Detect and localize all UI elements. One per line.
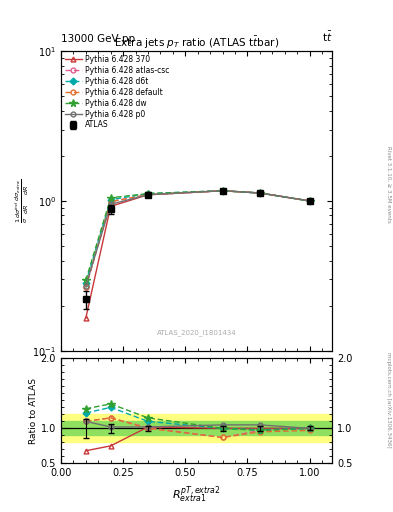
Line: Pythia 6.428 p0: Pythia 6.428 p0	[83, 188, 312, 289]
Pythia 6.428 dw	[83, 278, 88, 284]
Pythia 6.428 p0	[257, 190, 262, 196]
Pythia 6.428 d6t	[83, 280, 88, 286]
Pythia 6.428 370	[257, 190, 262, 196]
Pythia 6.428 atlas-csc	[257, 190, 262, 196]
Pythia 6.428 atlas-csc	[146, 191, 151, 198]
Pythia 6.428 d6t	[307, 198, 312, 204]
Pythia 6.428 370	[146, 191, 151, 198]
Pythia 6.428 370	[307, 198, 312, 204]
Pythia 6.428 d6t	[257, 190, 262, 196]
Pythia 6.428 p0	[146, 191, 151, 198]
Line: Pythia 6.428 atlas-csc: Pythia 6.428 atlas-csc	[83, 188, 312, 290]
Pythia 6.428 dw	[220, 188, 225, 194]
Pythia 6.428 d6t	[146, 190, 151, 197]
Pythia 6.428 atlas-csc	[220, 188, 225, 194]
Line: Pythia 6.428 d6t: Pythia 6.428 d6t	[83, 188, 312, 285]
Bar	[61, 414, 332, 442]
Y-axis label: $\frac{1}{\sigma}\frac{d\sigma^{incl}}{dR}\frac{d\sigma_{extra}}{dR}$: $\frac{1}{\sigma}\frac{d\sigma^{incl}}{d…	[13, 179, 31, 223]
Pythia 6.428 atlas-csc	[83, 284, 88, 290]
Text: t$\bar{t}$: t$\bar{t}$	[321, 29, 332, 44]
Pythia 6.428 default	[83, 284, 88, 290]
Pythia 6.428 default	[146, 191, 151, 198]
Pythia 6.428 default	[257, 190, 262, 196]
Title: Extra jets $p_T$ ratio (ATLAS t$\bar{t}$bar): Extra jets $p_T$ ratio (ATLAS t$\bar{t}$…	[114, 35, 279, 51]
Pythia 6.428 370	[83, 315, 88, 321]
Y-axis label: Ratio to ATLAS: Ratio to ATLAS	[29, 378, 38, 444]
Pythia 6.428 d6t	[220, 188, 225, 194]
X-axis label: $R^{pT,extra2}_{extra1}$: $R^{pT,extra2}_{extra1}$	[172, 484, 221, 504]
Text: Rivet 3.1.10, ≥ 3.5M events: Rivet 3.1.10, ≥ 3.5M events	[386, 146, 391, 223]
Text: ATLAS_2020_I1801434: ATLAS_2020_I1801434	[157, 329, 236, 336]
Pythia 6.428 p0	[108, 201, 113, 207]
Pythia 6.428 d6t	[108, 197, 113, 203]
Line: Pythia 6.428 370: Pythia 6.428 370	[83, 188, 312, 321]
Text: 13000 GeV pp: 13000 GeV pp	[61, 33, 135, 44]
Text: mcplots.cern.ch [arXiv:1306.3436]: mcplots.cern.ch [arXiv:1306.3436]	[386, 352, 391, 447]
Pythia 6.428 p0	[83, 283, 88, 289]
Pythia 6.428 dw	[257, 190, 262, 196]
Pythia 6.428 default	[108, 199, 113, 205]
Pythia 6.428 p0	[307, 198, 312, 204]
Pythia 6.428 p0	[220, 188, 225, 194]
Pythia 6.428 dw	[108, 195, 113, 201]
Pythia 6.428 atlas-csc	[108, 199, 113, 205]
Pythia 6.428 370	[220, 188, 225, 194]
Line: Pythia 6.428 dw: Pythia 6.428 dw	[82, 187, 314, 284]
Bar	[61, 421, 332, 435]
Line: Pythia 6.428 default: Pythia 6.428 default	[83, 188, 312, 290]
Legend: Pythia 6.428 370, Pythia 6.428 atlas-csc, Pythia 6.428 d6t, Pythia 6.428 default: Pythia 6.428 370, Pythia 6.428 atlas-csc…	[63, 53, 171, 131]
Pythia 6.428 dw	[307, 198, 312, 204]
Pythia 6.428 dw	[146, 190, 151, 197]
Pythia 6.428 atlas-csc	[307, 198, 312, 204]
Pythia 6.428 default	[220, 188, 225, 194]
Pythia 6.428 370	[108, 203, 113, 209]
Pythia 6.428 default	[307, 198, 312, 204]
